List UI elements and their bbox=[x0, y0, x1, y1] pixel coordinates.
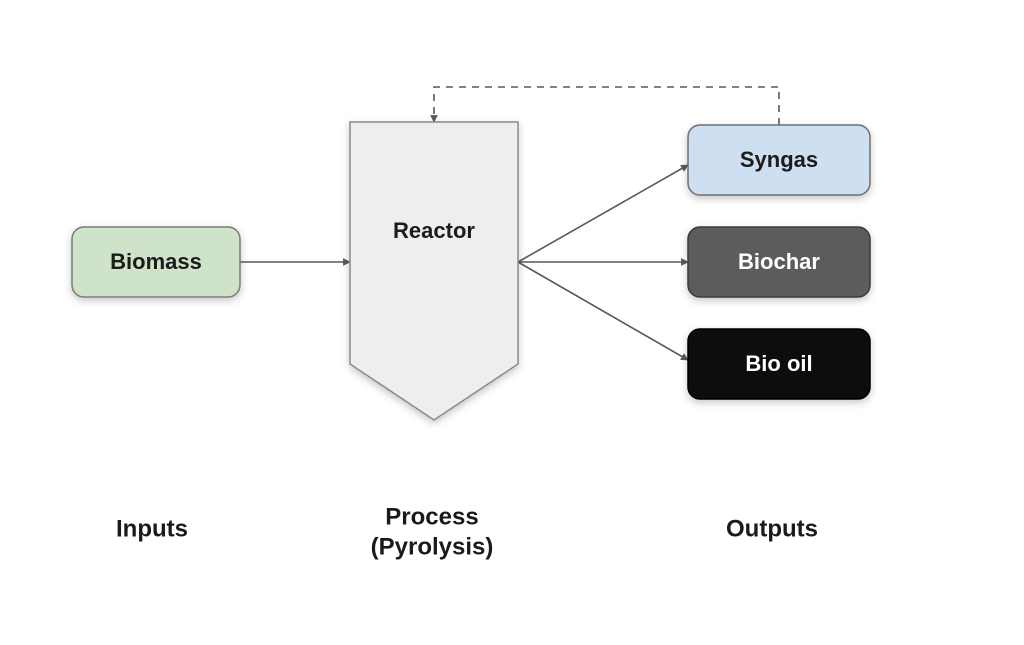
node-label-biochar: Biochar bbox=[738, 249, 820, 274]
pyrolysis-flowchart: Biomass Reactor Syngas Biochar Bio oil Inputs… bbox=[0, 0, 1024, 645]
node-label-biooil: Bio oil bbox=[745, 351, 812, 376]
node-reactor: Reactor bbox=[350, 122, 518, 420]
node-label-syngas: Syngas bbox=[740, 147, 818, 172]
edge-reactor-to-syngas bbox=[518, 165, 688, 262]
node-syngas: Syngas bbox=[688, 125, 870, 195]
node-label-reactor: Reactor bbox=[393, 218, 475, 243]
section-label-process1: Process bbox=[385, 503, 478, 530]
section-labels: Inputs Process (Pyrolysis) Outputs bbox=[116, 503, 818, 560]
node-biooil: Bio oil bbox=[688, 329, 870, 399]
node-biomass: Biomass bbox=[72, 227, 240, 297]
edge-reactor-to-biooil bbox=[518, 262, 688, 360]
section-label-inputs: Inputs bbox=[116, 515, 188, 542]
node-biochar: Biochar bbox=[688, 227, 870, 297]
section-label-process2: (Pyrolysis) bbox=[371, 533, 494, 560]
nodes: Biomass Reactor Syngas Biochar Bio oil bbox=[72, 122, 870, 420]
section-label-outputs: Outputs bbox=[726, 515, 818, 542]
edge-syngas-feedback bbox=[434, 87, 779, 125]
node-label-biomass: Biomass bbox=[110, 249, 202, 274]
